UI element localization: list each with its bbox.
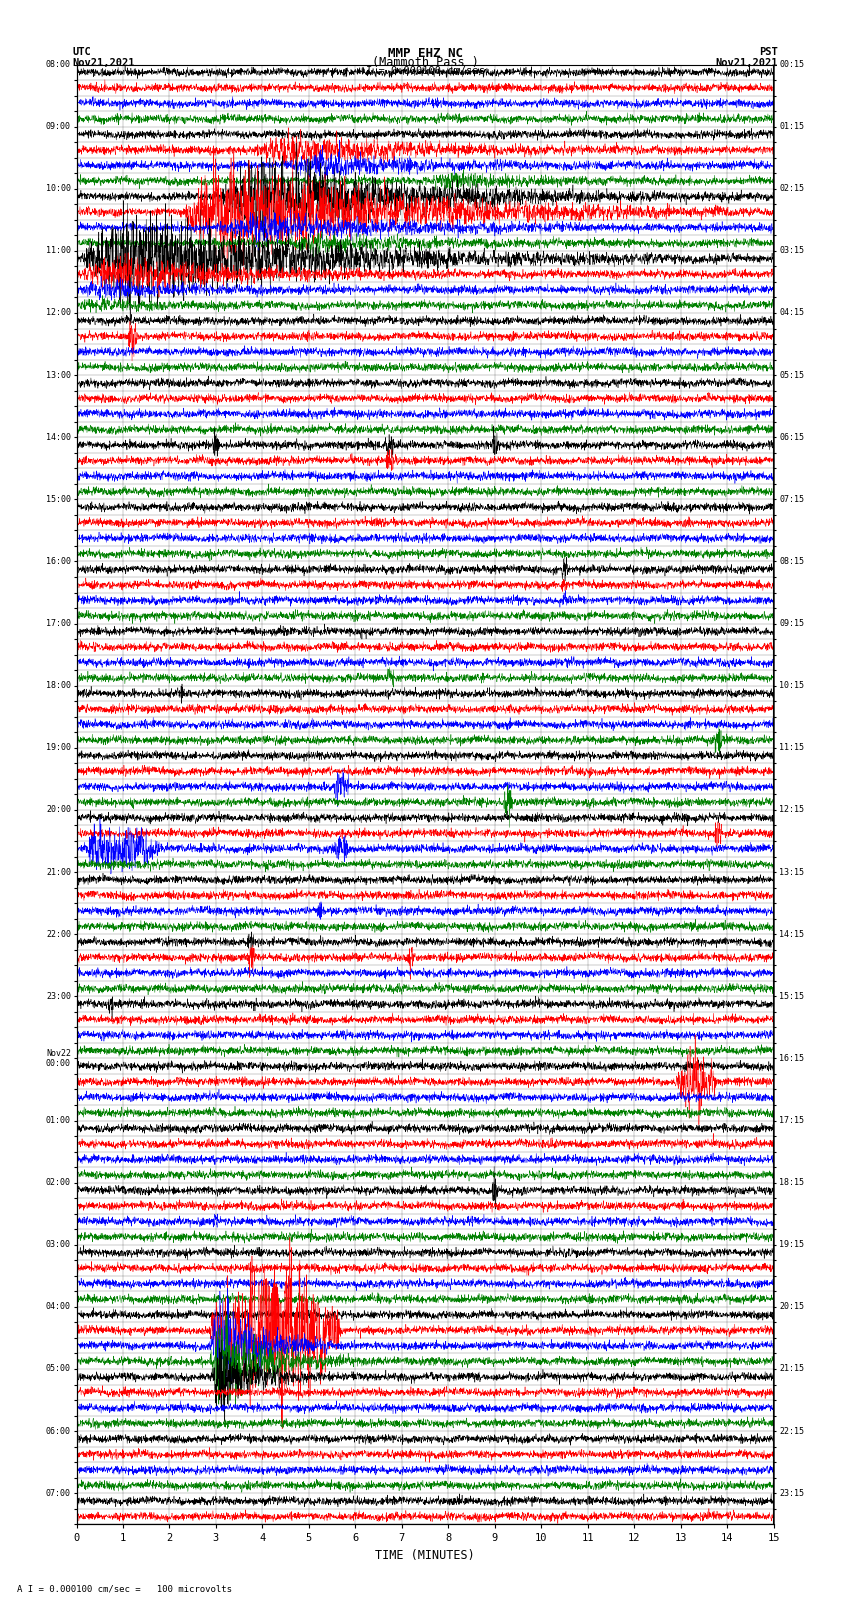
Text: A I = 0.000100 cm/sec =   100 microvolts: A I = 0.000100 cm/sec = 100 microvolts bbox=[17, 1584, 232, 1594]
Text: I = 0.000100 cm/sec: I = 0.000100 cm/sec bbox=[366, 66, 484, 76]
Text: MMP EHZ NC: MMP EHZ NC bbox=[388, 47, 462, 60]
Text: Nov21,2021: Nov21,2021 bbox=[715, 58, 778, 68]
Text: UTC: UTC bbox=[72, 47, 91, 56]
Text: PST: PST bbox=[759, 47, 778, 56]
Text: Nov21,2021: Nov21,2021 bbox=[72, 58, 135, 68]
Text: (Mammoth Pass ): (Mammoth Pass ) bbox=[371, 56, 479, 69]
X-axis label: TIME (MINUTES): TIME (MINUTES) bbox=[375, 1548, 475, 1561]
